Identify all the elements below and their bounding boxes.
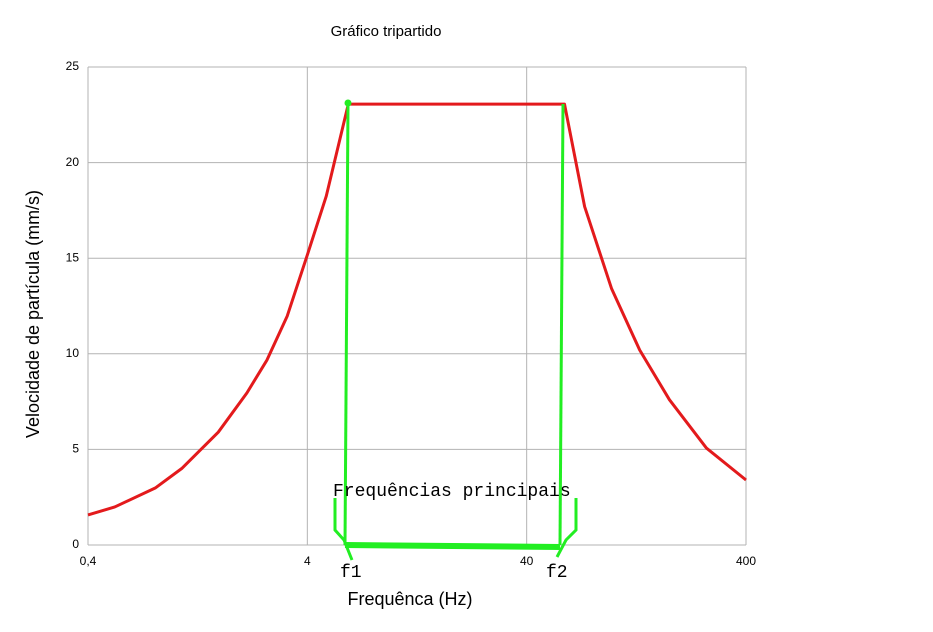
- x-tick-label: 40: [520, 554, 534, 568]
- annotation-line: [344, 542, 561, 550]
- y-axis-label: Velocidade de partícula (mm/s): [23, 190, 43, 438]
- x-tick-label: 400: [736, 554, 756, 568]
- plot: 0 5 10 15 20 25 0,4 4 40 400: [66, 59, 757, 568]
- annotation: [333, 99, 578, 561]
- annotation-text: f2: [546, 563, 568, 583]
- annotation-dot: [344, 99, 352, 107]
- y-tick-label: 0: [72, 537, 79, 551]
- y-tick-label: 5: [72, 442, 79, 456]
- x-tick-label: 0,4: [80, 554, 97, 568]
- chart-title: Gráfico tripartido: [331, 23, 442, 40]
- y-tick-label: 25: [66, 59, 80, 73]
- annotation-bracket: [333, 498, 354, 561]
- annotation-line: [558, 103, 565, 546]
- annotation-text: f1: [340, 563, 362, 583]
- x-axis-label: Frequênca (Hz): [347, 589, 472, 609]
- annotation-line: [343, 103, 350, 546]
- x-tick-label: 4: [304, 554, 311, 568]
- y-tick-label: 15: [66, 250, 80, 264]
- line: [87, 102, 747, 517]
- annotation-bracket: [555, 498, 578, 558]
- y-tick-label: 20: [66, 155, 80, 169]
- annotation-text: Frequências principais: [333, 482, 571, 502]
- y-tick-label: 10: [66, 346, 80, 360]
